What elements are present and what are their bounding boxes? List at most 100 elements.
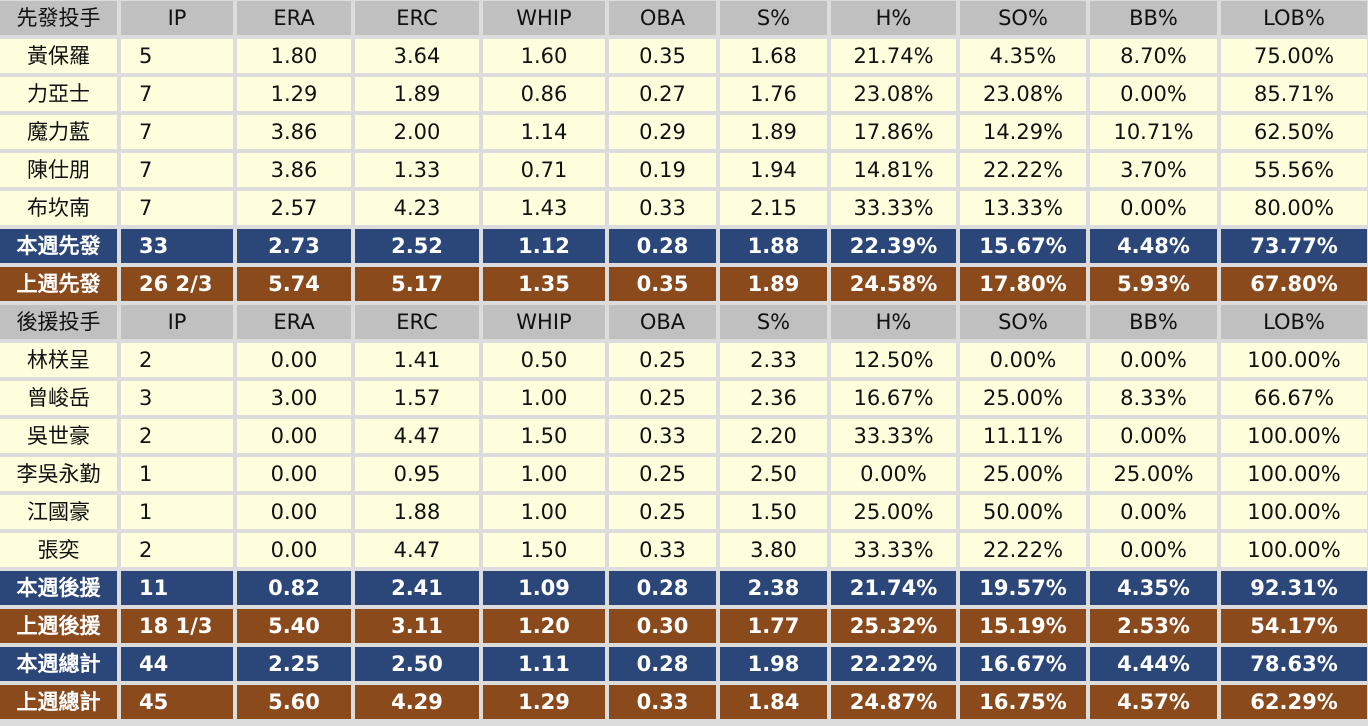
stat-cell: 100.00% <box>1221 419 1367 453</box>
stat-cell: 66.67% <box>1221 381 1367 415</box>
stat-cell: 1.89 <box>720 115 827 149</box>
stat-cell: 14.29% <box>960 115 1086 149</box>
stat-cell: 8.70% <box>1090 39 1217 73</box>
stat-cell: 1.89 <box>355 77 479 111</box>
stat-cell: 0.28 <box>609 647 716 681</box>
stat-cell: 0.00 <box>237 343 351 377</box>
stat-cell: 33.33% <box>831 419 956 453</box>
stat-cell: 3.64 <box>355 39 479 73</box>
stat-cell: 5.93% <box>1090 267 1217 301</box>
column-header: OBA <box>609 1 716 35</box>
row-label: 上週先發 <box>0 267 117 301</box>
column-header: H% <box>831 305 956 339</box>
row-label: 陳仕朋 <box>0 153 117 187</box>
stat-cell: 25.00% <box>1090 457 1217 491</box>
stat-cell: 44 <box>121 647 233 681</box>
stat-cell: 5.17 <box>355 267 479 301</box>
stat-cell: 1.20 <box>483 609 605 643</box>
stat-cell: 0.50 <box>483 343 605 377</box>
stat-cell: 15.19% <box>960 609 1086 643</box>
stat-cell: 0.00% <box>960 343 1086 377</box>
stat-cell: 0.00 <box>237 533 351 567</box>
stat-cell: 13.33% <box>960 191 1086 225</box>
stat-cell: 50.00% <box>960 495 1086 529</box>
stat-cell: 4.29 <box>355 685 479 719</box>
column-header: IP <box>121 1 233 35</box>
stat-cell: 45 <box>121 685 233 719</box>
stat-cell: 100.00% <box>1221 495 1367 529</box>
stat-cell: 7 <box>121 191 233 225</box>
stat-cell: 1.57 <box>355 381 479 415</box>
row-label: 上週總計 <box>0 685 117 719</box>
stat-cell: 0.25 <box>609 381 716 415</box>
stat-cell: 26 2/3 <box>121 267 233 301</box>
stat-cell: 0.27 <box>609 77 716 111</box>
stat-cell: 0.28 <box>609 571 716 605</box>
row-label: 上週後援 <box>0 609 117 643</box>
stat-cell: 33.33% <box>831 191 956 225</box>
stat-cell: 1.80 <box>237 39 351 73</box>
stat-cell: 0.25 <box>609 343 716 377</box>
stat-cell: 4.47 <box>355 419 479 453</box>
stat-cell: 22.39% <box>831 229 956 263</box>
stat-cell: 1.00 <box>483 495 605 529</box>
column-header: BB% <box>1090 1 1217 35</box>
stat-cell: 3.86 <box>237 153 351 187</box>
stat-cell: 8.33% <box>1090 381 1217 415</box>
stat-cell: 25.00% <box>831 495 956 529</box>
stat-cell: 21.74% <box>831 571 956 605</box>
stat-cell: 4.57% <box>1090 685 1217 719</box>
stat-cell: 3.86 <box>237 115 351 149</box>
stat-cell: 1.29 <box>483 685 605 719</box>
stat-cell: 1.88 <box>720 229 827 263</box>
column-header: LOB% <box>1221 1 1367 35</box>
stat-cell: 2.38 <box>720 571 827 605</box>
stat-cell: 3 <box>121 381 233 415</box>
row-label: 本週先發 <box>0 229 117 263</box>
stat-cell: 1.50 <box>483 533 605 567</box>
stat-cell: 0.33 <box>609 533 716 567</box>
stat-cell: 0.95 <box>355 457 479 491</box>
stat-cell: 2.00 <box>355 115 479 149</box>
stat-cell: 0.33 <box>609 419 716 453</box>
stat-cell: 1.94 <box>720 153 827 187</box>
stat-cell: 1.60 <box>483 39 605 73</box>
stat-cell: 1.29 <box>237 77 351 111</box>
column-header: H% <box>831 1 956 35</box>
stat-cell: 0.00% <box>1090 419 1217 453</box>
stat-cell: 14.81% <box>831 153 956 187</box>
column-header: OBA <box>609 305 716 339</box>
stat-cell: 12.50% <box>831 343 956 377</box>
stat-cell: 2.20 <box>720 419 827 453</box>
row-label: 李吳永勤 <box>0 457 117 491</box>
column-header: ERC <box>355 1 479 35</box>
column-header: IP <box>121 305 233 339</box>
stat-cell: 0.25 <box>609 457 716 491</box>
stat-cell: 1.12 <box>483 229 605 263</box>
row-label: 曾峻岳 <box>0 381 117 415</box>
stat-cell: 23.08% <box>831 77 956 111</box>
stat-cell: 78.63% <box>1221 647 1367 681</box>
stat-cell: 5.74 <box>237 267 351 301</box>
stat-cell: 25.00% <box>960 381 1086 415</box>
stat-cell: 1.76 <box>720 77 827 111</box>
section-label: 後援投手 <box>0 305 117 339</box>
stat-cell: 22.22% <box>960 533 1086 567</box>
stat-cell: 100.00% <box>1221 343 1367 377</box>
stat-cell: 11.11% <box>960 419 1086 453</box>
stat-cell: 21.74% <box>831 39 956 73</box>
column-header: SO% <box>960 305 1086 339</box>
row-label: 林栚呈 <box>0 343 117 377</box>
stat-cell: 2.25 <box>237 647 351 681</box>
stat-cell: 25.32% <box>831 609 956 643</box>
stat-cell: 2.73 <box>237 229 351 263</box>
column-header: LOB% <box>1221 305 1367 339</box>
stat-cell: 0.00 <box>237 419 351 453</box>
stat-cell: 0.35 <box>609 39 716 73</box>
stat-cell: 1.50 <box>483 419 605 453</box>
stat-cell: 75.00% <box>1221 39 1367 73</box>
row-label: 魔力藍 <box>0 115 117 149</box>
column-header: BB% <box>1090 305 1217 339</box>
stat-cell: 4.44% <box>1090 647 1217 681</box>
stat-cell: 2.53% <box>1090 609 1217 643</box>
